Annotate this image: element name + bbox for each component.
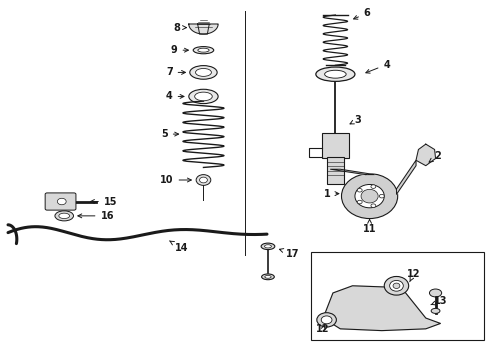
Polygon shape [197,24,209,34]
Ellipse shape [198,48,209,52]
Circle shape [379,194,384,198]
Ellipse shape [261,243,275,249]
Circle shape [371,185,376,188]
Ellipse shape [265,245,271,248]
Ellipse shape [393,283,400,288]
Text: 10: 10 [160,175,191,185]
Ellipse shape [317,313,336,327]
Ellipse shape [196,68,211,76]
Text: 14: 14 [170,241,188,253]
Text: 16: 16 [78,211,114,221]
FancyBboxPatch shape [45,193,76,210]
Ellipse shape [262,274,274,280]
Text: 1: 1 [324,189,339,199]
Ellipse shape [390,280,403,291]
Ellipse shape [325,70,346,78]
Ellipse shape [431,309,440,314]
Bar [327,157,344,184]
Polygon shape [396,160,416,194]
Polygon shape [189,24,218,34]
Circle shape [57,198,66,205]
Text: 17: 17 [279,248,299,258]
Circle shape [371,204,376,207]
Text: 6: 6 [354,8,370,19]
Ellipse shape [199,177,207,183]
Bar [311,252,485,339]
Polygon shape [331,169,374,175]
Text: 11: 11 [363,219,376,234]
Text: 12: 12 [407,269,420,282]
Text: 15: 15 [91,197,118,207]
Ellipse shape [265,275,271,278]
Circle shape [357,188,362,192]
Text: 4: 4 [166,91,184,102]
Ellipse shape [384,276,409,295]
Text: 8: 8 [173,23,186,33]
Ellipse shape [195,92,212,101]
Text: 13: 13 [431,296,447,306]
Circle shape [357,200,362,204]
Ellipse shape [342,174,398,219]
Text: 4: 4 [366,59,390,73]
Polygon shape [416,144,436,166]
Text: 9: 9 [171,45,188,55]
Ellipse shape [190,66,217,79]
Ellipse shape [59,213,70,219]
Ellipse shape [361,189,378,203]
Ellipse shape [321,316,332,324]
Ellipse shape [429,289,441,297]
Text: 7: 7 [166,67,185,77]
Bar [322,134,349,158]
Ellipse shape [316,67,355,81]
Text: 5: 5 [161,129,178,139]
Ellipse shape [193,46,214,54]
Text: 2: 2 [429,150,441,162]
Ellipse shape [55,211,74,221]
Polygon shape [323,286,441,330]
Text: 3: 3 [350,115,361,125]
Ellipse shape [196,175,211,185]
Text: 12: 12 [317,324,330,334]
Ellipse shape [355,184,384,208]
Ellipse shape [189,89,218,104]
